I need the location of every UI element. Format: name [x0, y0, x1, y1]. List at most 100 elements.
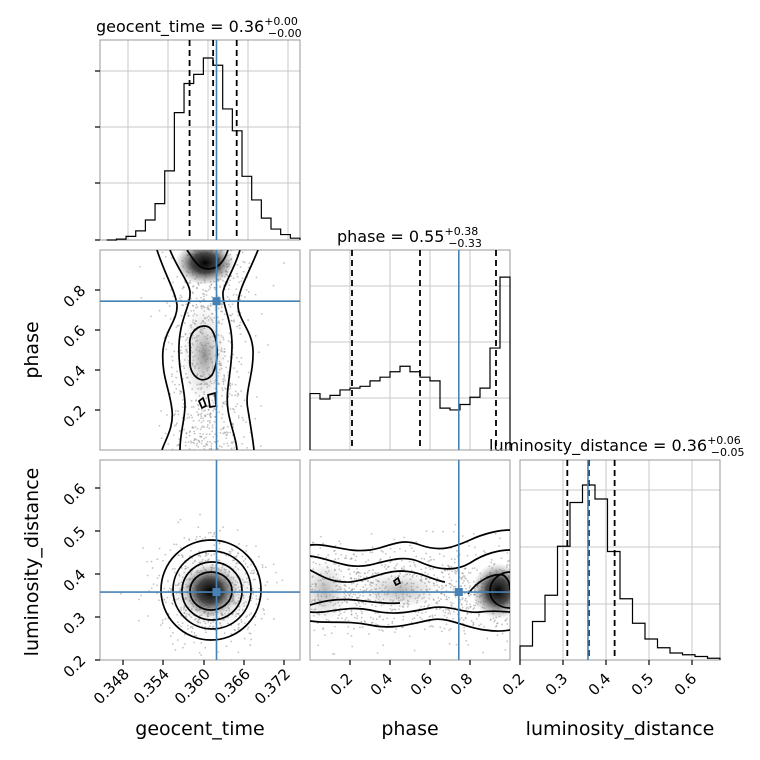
sample-point — [179, 546, 182, 549]
sample-point — [250, 638, 252, 641]
sample-point — [171, 342, 173, 345]
sample-point — [352, 593, 355, 596]
sample-point — [348, 587, 351, 589]
sample-point — [464, 599, 467, 602]
sample-point — [171, 642, 174, 645]
sample-point — [257, 555, 260, 558]
sample-point — [337, 557, 340, 560]
sample-point — [226, 442, 229, 445]
sample-point — [455, 580, 458, 583]
sample-point — [438, 608, 441, 610]
sample-point — [319, 535, 322, 538]
sample-point — [259, 445, 262, 448]
sample-point — [258, 351, 260, 354]
sample-point — [417, 611, 420, 614]
sample-point — [254, 334, 257, 337]
sample-point — [213, 407, 216, 410]
sample-point — [202, 288, 204, 291]
sample-point — [184, 441, 187, 444]
ylabel-phase: phase — [21, 321, 43, 378]
sample-point — [202, 445, 205, 448]
sample-point — [237, 376, 240, 378]
sample-point — [433, 574, 435, 577]
sample-point — [461, 606, 464, 609]
sample-point — [247, 291, 250, 293]
sample-point — [359, 572, 361, 574]
sample-point — [413, 649, 416, 652]
sample-point — [464, 597, 467, 600]
sample-point — [173, 350, 176, 353]
sample-point — [430, 625, 433, 627]
sample-point — [283, 262, 286, 264]
xtick-geocent-0: 0.348 — [90, 665, 133, 708]
sample-point — [198, 651, 201, 654]
sample-point — [171, 631, 174, 634]
sample-point — [231, 303, 234, 305]
sample-point — [395, 628, 398, 630]
sample-point — [212, 409, 215, 412]
sample-point — [172, 295, 175, 298]
sample-point — [181, 287, 184, 290]
ytick-distance-2: 0.4 — [60, 566, 90, 596]
sample-point — [343, 611, 346, 614]
sample-point — [241, 443, 244, 445]
sample-point — [183, 642, 186, 645]
sample-point — [431, 614, 434, 617]
sample-point — [163, 277, 165, 280]
sample-point — [222, 381, 225, 383]
sample-point — [352, 582, 355, 584]
sample-point — [192, 285, 195, 287]
sample-point — [202, 433, 204, 436]
sample-point — [378, 560, 381, 563]
sample-point — [420, 557, 423, 560]
xlabel-luminosity-distance: luminosity_distance — [526, 718, 715, 740]
panel-hist-luminosity-distance: 0.2 0.3 0.4 0.5 0.6 luminosity_distance — [499, 459, 721, 740]
sample-point — [196, 403, 199, 406]
sample-point — [235, 294, 238, 296]
sample-point — [241, 251, 244, 254]
sample-point — [359, 594, 361, 597]
sample-point — [448, 642, 451, 645]
sample-point — [452, 610, 455, 613]
sample-point — [245, 544, 248, 547]
sample-point — [220, 322, 223, 325]
sample-point — [223, 377, 226, 380]
histogram-phase — [309, 276, 511, 450]
frame-geocent-hist — [99, 39, 301, 241]
sample-point — [339, 542, 342, 545]
sample-point — [162, 559, 164, 562]
sample-point — [266, 343, 269, 346]
sample-point — [334, 544, 337, 547]
sample-point — [428, 603, 431, 606]
sample-point — [200, 421, 203, 424]
sample-point — [179, 294, 182, 297]
quantiles-phase — [351, 250, 497, 450]
sample-point — [158, 574, 161, 577]
sample-point — [398, 608, 400, 611]
sample-point — [389, 547, 392, 550]
sample-point — [200, 417, 202, 420]
sample-point — [500, 557, 503, 560]
sample-point — [389, 556, 392, 559]
sample-point — [437, 597, 440, 599]
sample-point — [276, 581, 278, 584]
sample-point — [189, 626, 192, 629]
xlabel-geocent-time: geocent_time — [135, 718, 264, 740]
sample-point — [174, 409, 177, 412]
sample-point — [429, 568, 432, 571]
sample-point — [213, 531, 216, 534]
sample-point — [272, 563, 275, 566]
sample-point — [160, 410, 163, 412]
sample-point — [361, 610, 363, 613]
sample-point — [240, 618, 243, 621]
sample-point — [425, 611, 427, 613]
sample-point — [184, 633, 186, 636]
sample-point — [362, 602, 365, 604]
sample-point — [399, 547, 401, 550]
sample-point — [224, 379, 227, 382]
sample-point — [177, 410, 180, 413]
sample-point — [175, 388, 178, 390]
xtick-distance-4: 0.6 — [671, 670, 701, 700]
sample-point — [242, 419, 245, 422]
sample-point — [231, 319, 233, 322]
